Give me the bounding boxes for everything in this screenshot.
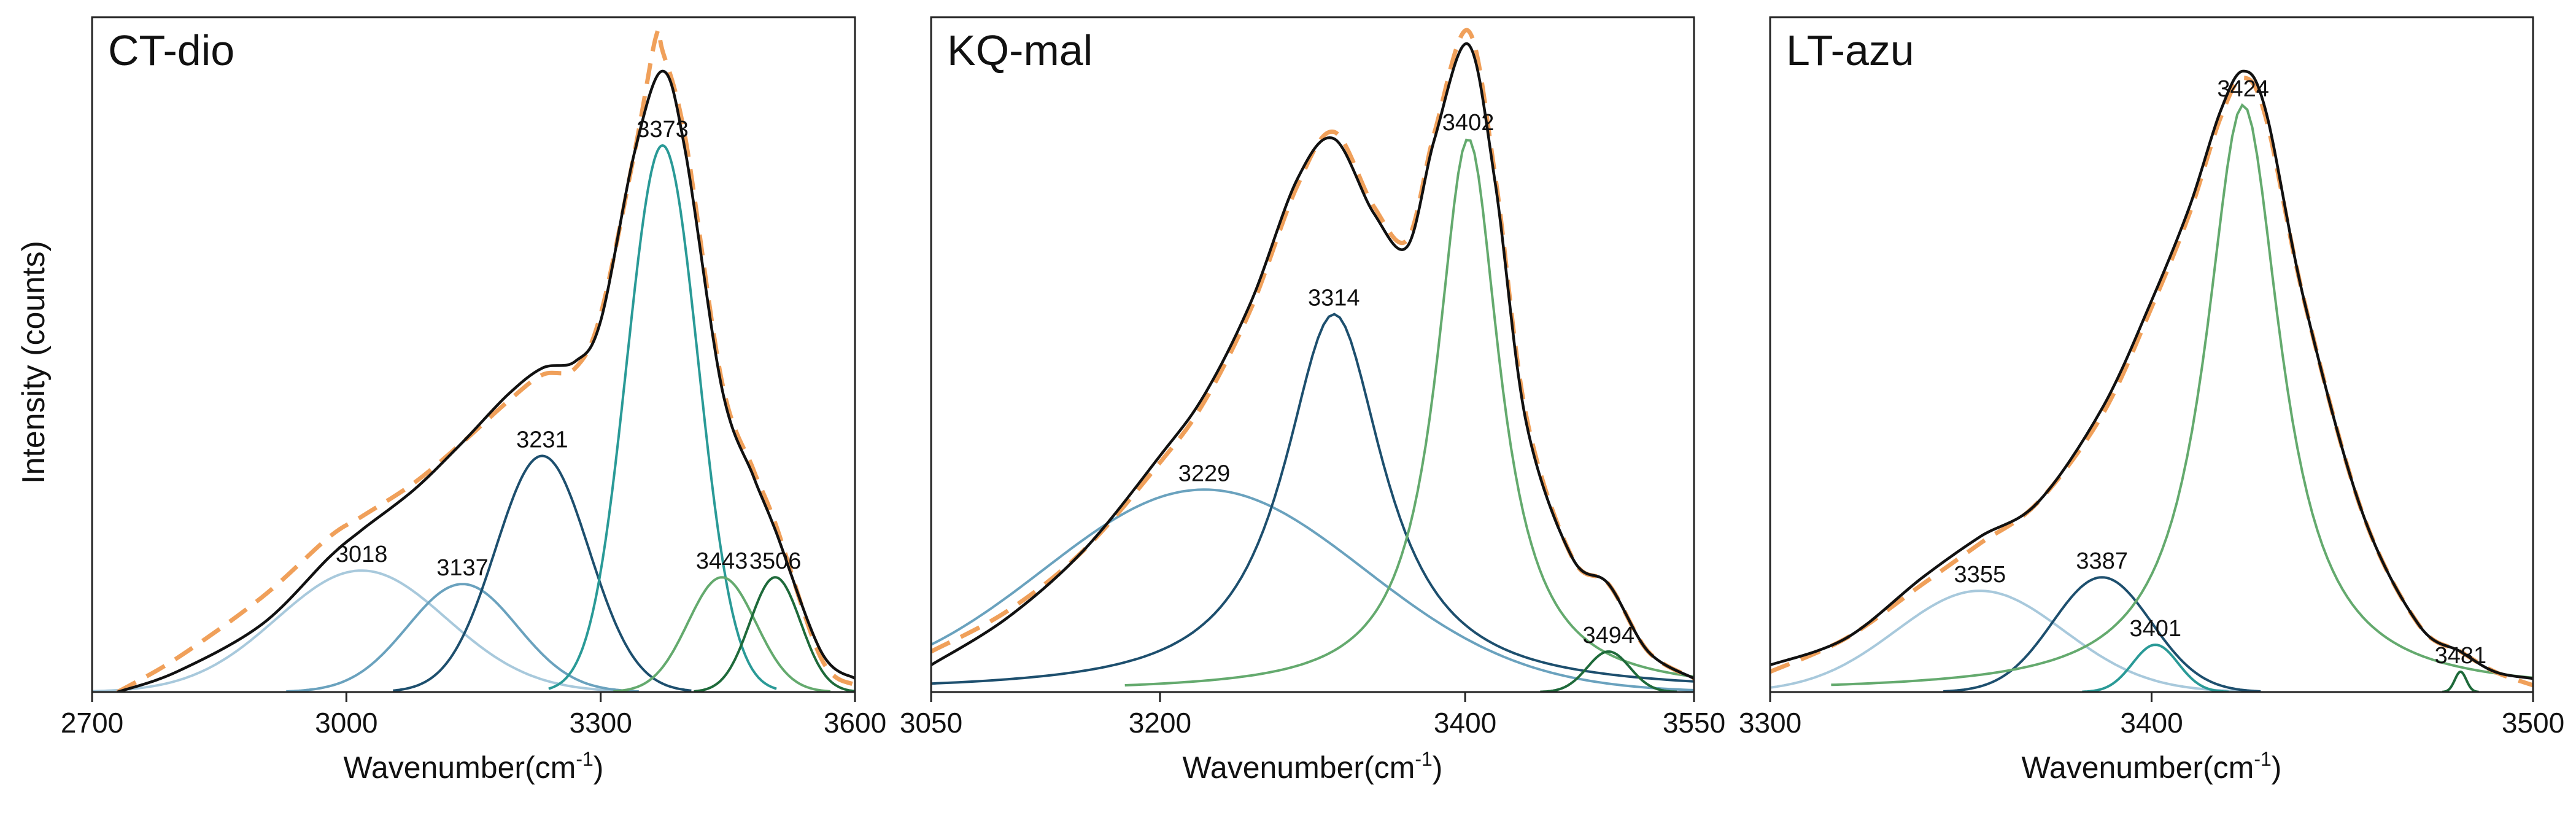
x-axis-label-main: Wavenumber(cm — [1183, 750, 1415, 785]
x-tick-label: 3400 — [1434, 707, 1496, 739]
panel-title: KQ-mal — [947, 26, 1093, 74]
plot-area — [92, 27, 855, 692]
peak-curve-3018 — [92, 569, 633, 692]
x-axis-label-sup: -1 — [576, 748, 593, 770]
panel-title: CT-dio — [108, 26, 234, 74]
x-tick-label: 2700 — [61, 707, 123, 739]
plot-area — [931, 28, 1694, 692]
peak-curve-3229 — [931, 488, 1694, 691]
plot-frame — [930, 16, 1695, 693]
peak-label-3443: 3443 — [696, 548, 748, 574]
x-axis-label-main: Wavenumber(cm — [344, 750, 576, 785]
peak-label-3314: 3314 — [1308, 286, 1360, 311]
peak-label-3387: 3387 — [2076, 548, 2128, 574]
fit-curve — [1770, 76, 2533, 688]
x-axis-label-close: ) — [1433, 750, 1443, 785]
peak-curve-3314 — [931, 313, 1694, 685]
peak-label-3402: 3402 — [1442, 110, 1495, 136]
peak-label-3494: 3494 — [1583, 623, 1635, 648]
peak-curve-3506 — [694, 576, 855, 692]
x-axis-label: Wavenumber(cm-1) — [1183, 748, 1443, 785]
x-axis-label-sup: -1 — [1415, 748, 1432, 770]
plot-area — [1770, 69, 2533, 692]
peak-curve-3402 — [1124, 138, 1694, 687]
peak-label-3481: 3481 — [2435, 643, 2487, 669]
x-tick-label: 3550 — [1663, 707, 1725, 739]
x-axis-label-main: Wavenumber(cm — [2022, 750, 2254, 785]
measured-curve — [931, 42, 1694, 680]
peak-curve-3424 — [1831, 103, 2533, 687]
panels-group: 3018 3137 3231 3373 3443 3506 CT-dio 2700 3000 33… — [61, 16, 2564, 785]
x-axis-label-close: ) — [2272, 750, 2282, 785]
peak-curve-3231 — [393, 454, 692, 692]
peak-label-3355: 3355 — [1954, 562, 2006, 588]
x-tick-label: 3000 — [315, 707, 377, 739]
x-tick-label: 3200 — [1129, 707, 1191, 739]
x-tick-label: 3500 — [2502, 707, 2564, 739]
plot-frame — [91, 16, 856, 693]
peak-label-3229: 3229 — [1178, 461, 1231, 486]
x-axis-label-close: ) — [594, 750, 604, 785]
panel-kq-mal: 3229 3314 3402 3494 KQ-mal 3050 3200 3400 3550 Wa… — [900, 16, 1725, 785]
peak-curve-3494 — [1540, 650, 1677, 692]
peak-label-3231: 3231 — [516, 427, 568, 453]
x-axis-label-sup: -1 — [2254, 748, 2271, 770]
measured-curve — [117, 69, 855, 692]
plot-frame — [1769, 16, 2534, 693]
x-tick-label: 3400 — [2120, 707, 2183, 739]
measured-curve — [1770, 69, 2533, 680]
peak-label-3137: 3137 — [436, 555, 489, 581]
x-axis-label: Wavenumber(cm-1) — [2022, 748, 2282, 785]
peak-label-3401: 3401 — [2129, 616, 2181, 642]
x-tick-label: 3300 — [1739, 707, 1801, 739]
peak-label-3018: 3018 — [336, 542, 388, 567]
peak-curve-3373 — [548, 144, 777, 690]
peak-curve-3387 — [1943, 576, 2261, 692]
x-axis-label: Wavenumber(cm-1) — [344, 748, 604, 785]
peak-label-3506: 3506 — [749, 548, 802, 574]
panel-title: LT-azu — [1786, 26, 1914, 74]
peak-curve-3443 — [613, 576, 831, 692]
peak-curve-3401 — [2082, 644, 2229, 692]
peak-curve-3137 — [286, 583, 639, 692]
panel-ct-dio: 3018 3137 3231 3373 3443 3506 CT-dio 2700 3000 33… — [61, 16, 886, 785]
fit-curve — [931, 28, 1694, 681]
x-tick-label: 3300 — [569, 707, 632, 739]
peak-curve-3481 — [2442, 670, 2479, 692]
x-tick-label: 3050 — [900, 707, 962, 739]
panel-lt-azu: 3355 3387 3401 3424 3481 LT-azu 3300 3400 3500 Wa… — [1739, 16, 2564, 785]
peak-label-3424: 3424 — [2217, 76, 2269, 102]
y-axis-label: Intensity (counts) — [16, 241, 52, 484]
peak-label-3373: 3373 — [636, 117, 689, 142]
peak-curve-3355 — [1770, 589, 2249, 692]
x-tick-label: 3600 — [824, 707, 886, 739]
